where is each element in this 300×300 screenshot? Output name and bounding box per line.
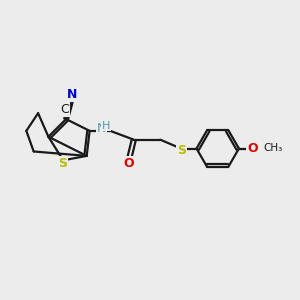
Text: C: C — [61, 103, 70, 116]
Text: O: O — [123, 157, 134, 170]
Text: N: N — [97, 122, 106, 135]
Text: H: H — [102, 121, 111, 130]
Text: N: N — [67, 88, 77, 101]
Text: S: S — [58, 157, 67, 170]
Text: S: S — [177, 144, 186, 158]
Text: O: O — [248, 142, 258, 155]
Text: CH₃: CH₃ — [264, 142, 283, 153]
